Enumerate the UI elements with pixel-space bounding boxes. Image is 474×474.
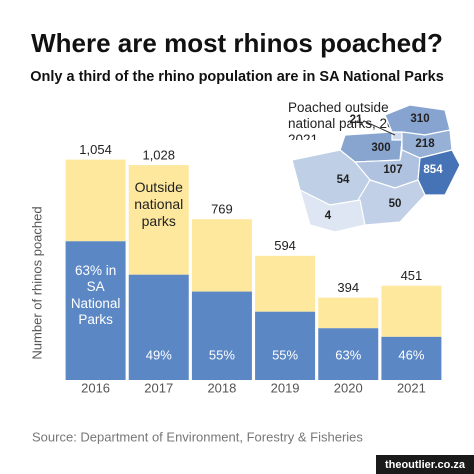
park-share-label: 55%: [272, 347, 298, 362]
title: Where are most rhinos poached?: [31, 28, 443, 58]
park-share-label: 55%: [209, 347, 235, 362]
bar-segment: [381, 336, 442, 380]
park-share-label: 63% in SA National Parks: [70, 263, 121, 327]
total-label: 394: [337, 280, 359, 295]
source: Source: Department of Environment, Fores…: [32, 429, 363, 444]
park-share-label: 63%: [335, 347, 361, 362]
map-value-label: 50: [389, 198, 402, 210]
map-value-label: 300: [371, 142, 390, 154]
x-tick-label: 2021: [397, 380, 426, 395]
bar-segment: [318, 297, 379, 329]
x-tick-label: 2020: [334, 380, 363, 395]
bar-segment: [128, 274, 189, 380]
x-tick-label: 2017: [144, 380, 173, 395]
legend-label-box: Outside national parks: [134, 179, 184, 229]
park-share-label: 46%: [398, 347, 424, 362]
map-value-label: 54: [337, 174, 350, 186]
x-tick-label: 2019: [271, 380, 300, 395]
map-value-label: 854: [423, 164, 443, 176]
map-value-label: 21: [350, 114, 363, 126]
footer-box: [376, 455, 474, 474]
bar-segment: [128, 165, 189, 275]
map-region: [299, 188, 366, 233]
map-value-label: 4: [325, 210, 332, 222]
bar-segment: [65, 159, 126, 242]
map-title: Poached outside national parks, 2016 - 2…: [288, 100, 418, 140]
map-value-label: 107: [383, 164, 402, 176]
footer: theoutlier.co.za: [385, 459, 466, 471]
map-region: [391, 131, 403, 141]
y-axis-label: Number of rhinos poached: [29, 206, 44, 359]
total-label: 1,054: [79, 142, 112, 157]
total-label: 594: [274, 238, 296, 253]
total-label: 451: [401, 268, 423, 283]
map-value-label: 310: [410, 113, 429, 125]
bar-segment: [65, 241, 126, 380]
total-label: 1,028: [142, 147, 175, 162]
park-share-label: 49%: [146, 347, 172, 362]
map-title-box: Poached outside national parks, 2016 - 2…: [288, 100, 418, 140]
total-label: 769: [211, 202, 233, 217]
bar-segment: [255, 311, 316, 380]
legend-label: Outside national parks: [134, 179, 184, 229]
bar-segment: [255, 255, 316, 312]
bar-segment: [191, 291, 252, 380]
bar-segment: [191, 219, 252, 292]
subtitle: Only a third of the rhino population are…: [30, 69, 444, 85]
x-tick-label: 2018: [207, 380, 236, 395]
bar-segment: [381, 285, 442, 337]
map-value-label: 218: [415, 138, 435, 150]
bar-segment: [318, 328, 379, 380]
leader-line: [363, 120, 396, 136]
park-share-label-box: 63% in SA National Parks: [70, 263, 121, 327]
x-tick-label: 2016: [81, 380, 110, 395]
